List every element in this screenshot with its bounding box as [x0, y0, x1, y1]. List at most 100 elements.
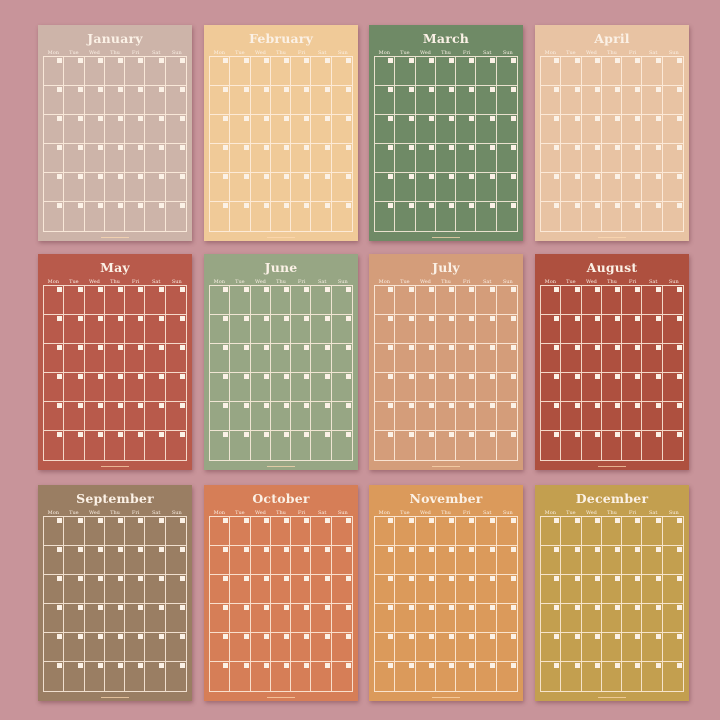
day-cell [145, 517, 166, 546]
day-cell [375, 202, 396, 231]
day-cell [44, 202, 65, 231]
day-cell [476, 373, 497, 402]
day-cell [375, 57, 396, 86]
day-cell [415, 344, 436, 373]
day-cell [331, 402, 352, 431]
day-cell [456, 431, 477, 460]
day-cell [165, 173, 186, 202]
day-cell [104, 86, 126, 115]
day-cell [415, 286, 436, 315]
weekday-label: Sun [171, 50, 182, 56]
day-cell [230, 286, 251, 315]
day-cell [561, 604, 582, 633]
day-cell [165, 604, 186, 633]
day-cell [642, 286, 663, 315]
day-cell [125, 633, 146, 662]
day-cell [210, 373, 231, 402]
day-cell [145, 344, 166, 373]
day-cell [375, 144, 396, 173]
day-cell [291, 286, 312, 315]
day-cell [662, 115, 683, 144]
weekday-label: Mon [213, 510, 225, 516]
weekday-header: Mon Tue Wed Thu Fri Sat Sun [374, 510, 518, 516]
day-cell [541, 546, 562, 575]
day-cell [435, 315, 457, 344]
calendar-april: April Mon Tue Wed Thu Fri Sat Sun [535, 25, 689, 241]
footer-line [432, 237, 460, 238]
day-cell [230, 517, 251, 546]
day-cell [541, 144, 562, 173]
weekday-label: Fri [462, 50, 471, 56]
day-cell [250, 144, 271, 173]
day-cell [210, 173, 231, 202]
day-cell [395, 173, 416, 202]
day-cell [622, 86, 643, 115]
day-cell [64, 575, 85, 604]
day-cell [622, 286, 643, 315]
day-cell [125, 57, 146, 86]
day-cell [250, 57, 271, 86]
day-cell [145, 286, 166, 315]
day-cell [44, 344, 65, 373]
day-cell [311, 517, 332, 546]
day-cell [85, 202, 105, 231]
footer-line [101, 466, 129, 467]
day-cell [395, 662, 416, 691]
day-cell [456, 315, 477, 344]
day-cell [270, 604, 292, 633]
day-cell [84, 604, 105, 633]
day-cell [662, 315, 683, 344]
day-grid [540, 56, 684, 232]
footer-line [598, 697, 626, 698]
day-cell [456, 344, 477, 373]
day-cell [125, 115, 146, 144]
day-cell [64, 402, 85, 431]
day-cell [145, 115, 166, 144]
day-cell [270, 633, 292, 662]
day-cell [84, 633, 105, 662]
day-cell [331, 633, 352, 662]
footer-line [101, 697, 129, 698]
day-cell [311, 344, 332, 373]
day-cell [375, 402, 396, 431]
day-cell [270, 144, 292, 173]
day-cell [541, 373, 562, 402]
day-cell [104, 575, 126, 604]
day-cell [581, 144, 602, 173]
day-cell [415, 57, 436, 86]
weekday-label: Sat [482, 50, 492, 56]
day-cell [84, 546, 105, 575]
day-cell [561, 662, 582, 691]
day-cell [270, 575, 292, 604]
day-cell [311, 144, 332, 173]
day-cell [331, 144, 352, 173]
day-cell [125, 575, 146, 604]
day-cell [435, 517, 457, 546]
weekday-label: Fri [131, 50, 140, 56]
day-cell [84, 315, 105, 344]
day-cell [250, 402, 271, 431]
day-cell [230, 144, 251, 173]
weekday-label: Wed [585, 50, 597, 56]
day-cell [496, 633, 517, 662]
day-cell [291, 402, 312, 431]
weekday-label: Sat [151, 510, 161, 516]
day-cell [331, 315, 352, 344]
day-cell [44, 173, 65, 202]
day-cell [642, 633, 663, 662]
weekday-label: Sat [648, 50, 658, 56]
day-cell [210, 575, 231, 604]
weekday-label: Fri [297, 279, 306, 285]
weekday-label: Thu [110, 50, 120, 56]
day-cell [250, 546, 271, 575]
weekday-label: Mon [213, 279, 225, 285]
weekday-label: Tue [235, 50, 245, 56]
calendar-march: March Mon Tue Wed Thu Fri Sat Sun [369, 25, 523, 241]
day-cell [622, 633, 643, 662]
footer-line [267, 697, 295, 698]
day-cell [125, 315, 146, 344]
day-cell [581, 86, 602, 115]
weekday-label: Tue [400, 50, 410, 56]
day-cell [250, 286, 271, 315]
month-title: February [248, 31, 314, 46]
